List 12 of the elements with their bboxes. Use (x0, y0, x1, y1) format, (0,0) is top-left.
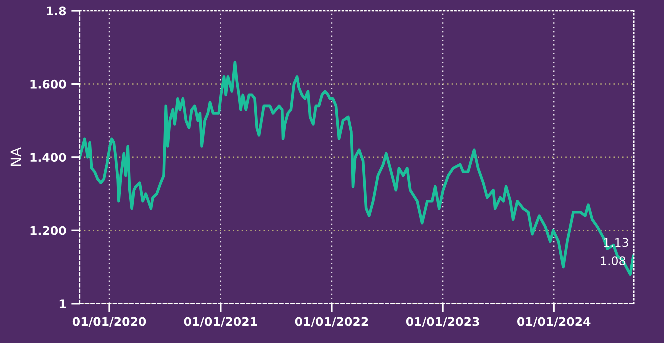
y-tick-label: 1.600 (30, 80, 66, 89)
y-axis-title: NA (10, 148, 22, 166)
y-tick-label: 1 (60, 300, 66, 308)
x-tick-label: 01/01/2020 (72, 317, 146, 328)
x-tick-label: 01/01/2024 (517, 317, 591, 328)
line-series (80, 60, 634, 276)
x-tick-label: 01/01/2023 (406, 317, 480, 328)
y-tick-label: 1.400 (30, 153, 66, 162)
y-tick-label: 1.200 (30, 226, 66, 236)
x-tick-label: 01/01/2022 (295, 317, 368, 328)
x-tick-label: 01/01/2021 (184, 317, 258, 328)
y-tick-label: 1.8 (47, 6, 66, 16)
